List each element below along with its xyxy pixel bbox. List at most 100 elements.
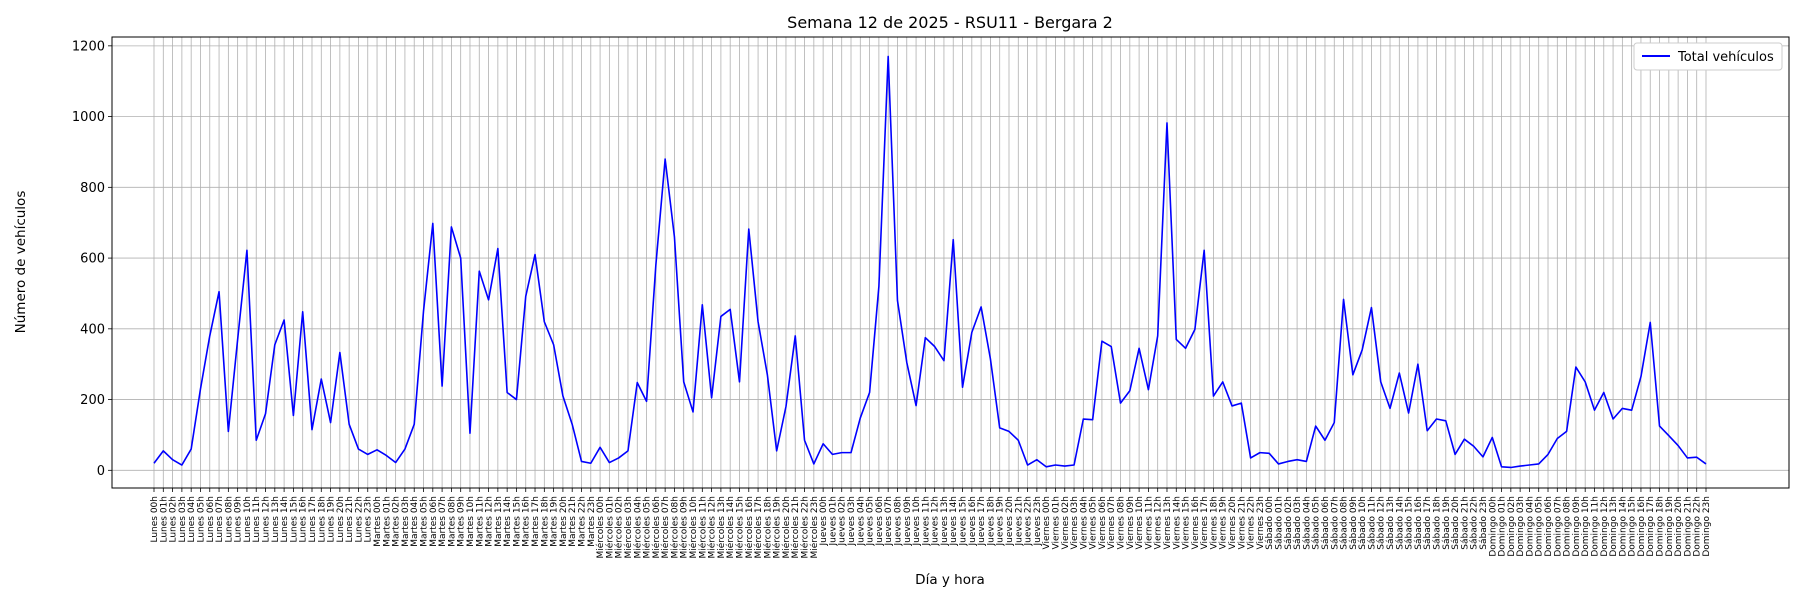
x-tick-label: Miércoles 21h <box>790 496 801 559</box>
x-tick-label: Domingo 06h <box>1544 496 1554 557</box>
x-tick-label: Sábado 11h <box>1367 496 1377 550</box>
x-tick-label: Sábado 15h <box>1405 496 1415 550</box>
x-tick-label: Miércoles 00h <box>595 496 606 559</box>
x-tick-label: Miércoles 07h <box>660 496 671 559</box>
x-tick-label: Domingo 22h <box>1693 496 1703 557</box>
x-tick-label: Domingo 12h <box>1600 496 1610 557</box>
x-tick-label: Miércoles 13h <box>716 496 727 559</box>
x-tick-label: Domingo 15h <box>1628 496 1638 557</box>
series-line-total-vehiculos <box>153 55 1707 469</box>
x-tick-label: Miércoles 18h <box>762 496 773 559</box>
y-tick-label: 1200 <box>72 39 105 54</box>
x-tick-label: Domingo 11h <box>1590 496 1600 557</box>
x-tick-label: Domingo 21h <box>1683 496 1693 557</box>
x-tick-label: Viernes 16h <box>1191 496 1201 550</box>
x-tick-label: Jueves 15h <box>959 496 969 546</box>
y-axis-ticks: 0 200 400 600 800 1000 1200 <box>72 39 112 479</box>
x-tick-label: Domingo 08h <box>1563 496 1573 557</box>
x-tick-label: Martes 06h <box>429 496 439 547</box>
x-tick-label: Viernes 13h <box>1163 496 1173 550</box>
x-tick-label: Viernes 20h <box>1228 496 1238 550</box>
x-tick-label: Viernes 11h <box>1144 496 1154 550</box>
x-tick-label: Sábado 04h <box>1302 496 1312 550</box>
x-tick-label: Miércoles 04h <box>632 496 643 559</box>
x-tick-label: Sábado 05h <box>1312 496 1322 550</box>
x-tick-label: Miércoles 11h <box>697 496 708 559</box>
x-tick-label: Viernes 09h <box>1126 496 1136 550</box>
x-tick-label: Lunes 15h <box>289 496 299 543</box>
x-tick-label: Jueves 03h <box>847 496 857 546</box>
x-tick-label: Jueves 04h <box>856 496 866 546</box>
x-tick-label: Viernes 17h <box>1200 496 1210 550</box>
x-tick-label: Viernes 02h <box>1061 496 1071 550</box>
x-tick-label: Sábado 02h <box>1284 496 1294 550</box>
x-tick-label: Martes 00h <box>373 496 383 547</box>
x-tick-label: Sábado 14h <box>1395 496 1405 550</box>
x-tick-label: Viernes 00h <box>1042 496 1052 550</box>
x-tick-label: Miércoles 05h <box>642 496 653 559</box>
x-tick-label: Jueves 13h <box>940 496 950 546</box>
x-tick-label: Domingo 17h <box>1646 496 1656 557</box>
x-tick-label: Domingo 13h <box>1609 496 1619 557</box>
x-tick-label: Viernes 07h <box>1107 496 1117 550</box>
x-tick-label: Viernes 03h <box>1070 496 1080 550</box>
x-tick-label: Domingo 09h <box>1572 496 1582 557</box>
x-tick-label: Viernes 21h <box>1237 496 1247 550</box>
x-tick-label: Martes 09h <box>457 496 467 547</box>
x-tick-label: Sábado 22h <box>1470 496 1480 550</box>
x-tick-label: Jueves 11h <box>921 496 931 546</box>
x-tick-label: Lunes 14h <box>280 496 290 543</box>
chart-title: Semana 12 de 2025 - RSU11 - Bergara 2 <box>787 13 1113 32</box>
x-tick-label: Lunes 01h <box>159 496 169 543</box>
x-tick-label: Lunes 08h <box>224 496 234 543</box>
x-tick-label: Sábado 18h <box>1432 496 1442 550</box>
y-tick-label: 200 <box>80 393 105 408</box>
x-tick-label: Viernes 12h <box>1154 496 1164 550</box>
x-tick-label: Martes 20h <box>559 496 569 547</box>
x-tick-label: Jueves 02h <box>838 496 848 546</box>
x-tick-label: Martes 15h <box>512 496 522 547</box>
x-tick-label: Miércoles 06h <box>651 496 662 559</box>
series-layer <box>153 55 1707 469</box>
x-tick-label: Martes 19h <box>550 496 560 547</box>
x-tick-label: Sábado 07h <box>1330 496 1340 550</box>
x-tick-label: Lunes 12h <box>262 496 272 543</box>
x-tick-label: Miércoles 20h <box>781 496 792 559</box>
x-tick-label: Domingo 20h <box>1674 496 1684 557</box>
grid-lines <box>112 37 1789 488</box>
x-tick-label: Sábado 17h <box>1423 496 1433 550</box>
x-tick-label: Lunes 03h <box>178 496 188 543</box>
x-tick-label: Martes 04h <box>410 496 420 547</box>
x-tick-label: Miércoles 12h <box>707 496 718 559</box>
x-axis-ticks: Lunes 00h Lunes 01h Lunes 02h Lunes 03h Lune… <box>150 488 1712 559</box>
x-tick-label: Martes 23h <box>587 496 597 547</box>
x-tick-label: Miércoles 19h <box>772 496 783 559</box>
x-tick-label: Sábado 06h <box>1321 496 1331 550</box>
x-tick-label: Viernes 18h <box>1209 496 1219 550</box>
x-tick-label: Viernes 01h <box>1051 496 1061 550</box>
x-tick-label: Viernes 14h <box>1172 496 1182 550</box>
x-tick-label: Jueves 18h <box>986 496 996 546</box>
x-tick-label: Domingo 19h <box>1665 496 1675 557</box>
x-tick-label: Martes 05h <box>420 496 430 547</box>
legend-box <box>1633 42 1783 71</box>
x-tick-label: Jueves 16h <box>968 496 978 546</box>
x-tick-label: Martes 17h <box>531 496 541 547</box>
x-tick-label: Sábado 10h <box>1358 496 1368 550</box>
x-tick-label: Lunes 11h <box>252 496 262 543</box>
x-tick-label: Viernes 22h <box>1247 496 1257 550</box>
x-tick-label: Lunes 05h <box>196 496 206 543</box>
legend-label: Total vehículos <box>1677 50 1774 65</box>
x-tick-label: Domingo 16h <box>1637 496 1647 557</box>
x-tick-label: Jueves 00h <box>819 496 829 546</box>
x-tick-label: Lunes 10h <box>243 496 253 543</box>
x-tick-label: Jueves 22h <box>1024 496 1034 546</box>
y-tick-label: 1000 <box>72 110 105 125</box>
x-tick-label: Domingo 00h <box>1488 496 1498 557</box>
x-tick-label: Viernes 23h <box>1256 496 1266 550</box>
x-tick-label: Miércoles 15h <box>734 496 745 559</box>
x-tick-label: Sábado 13h <box>1386 496 1396 550</box>
x-tick-label: Sábado 12h <box>1377 496 1387 550</box>
x-tick-label: Sábado 21h <box>1460 496 1470 550</box>
x-tick-label: Martes 08h <box>447 496 457 547</box>
